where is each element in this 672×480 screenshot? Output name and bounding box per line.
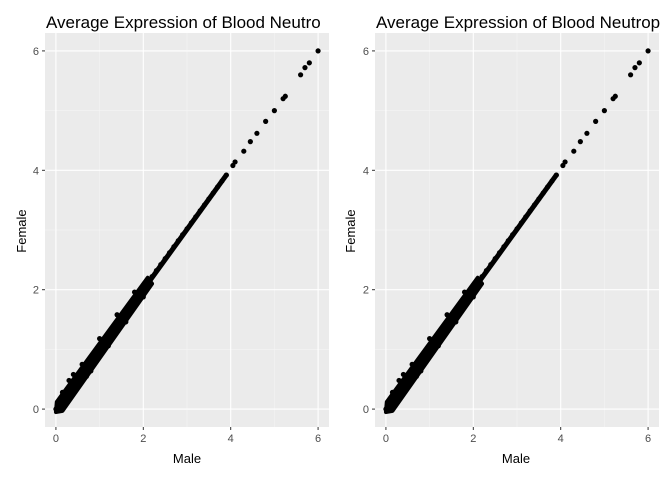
x-tick-label: 6 bbox=[315, 433, 321, 445]
chart-title: Average Expression of Blood Neutro bbox=[46, 13, 321, 32]
gridlines bbox=[375, 33, 659, 427]
y-tick-label: 0 bbox=[363, 404, 369, 416]
y-tick-label: 6 bbox=[33, 46, 39, 58]
y-tick-label: 2 bbox=[363, 285, 369, 297]
data-point bbox=[562, 159, 568, 165]
data-point bbox=[584, 130, 590, 136]
data-point bbox=[282, 93, 288, 99]
x-tick-label: 0 bbox=[383, 433, 389, 445]
data-point bbox=[632, 65, 638, 71]
data-point bbox=[601, 108, 607, 114]
x-tick-label: 6 bbox=[645, 433, 651, 445]
data-point bbox=[593, 118, 599, 124]
y-tick-label: 4 bbox=[33, 165, 39, 177]
data-point bbox=[315, 48, 321, 54]
chart-title: Average Expression of Blood Neutrop bbox=[376, 13, 660, 32]
data-points bbox=[383, 48, 651, 415]
x-tick-label: 4 bbox=[558, 433, 564, 445]
data-point bbox=[636, 60, 642, 66]
data-point bbox=[612, 93, 618, 99]
y-axis-title: Female bbox=[14, 209, 29, 252]
data-point bbox=[577, 139, 583, 145]
y-tick-label: 0 bbox=[33, 404, 39, 416]
x-tick-label: 2 bbox=[470, 433, 476, 445]
data-point bbox=[241, 148, 247, 154]
dense-point-line bbox=[470, 172, 559, 293]
gridlines bbox=[45, 33, 329, 427]
data-point bbox=[571, 148, 577, 154]
chart-panel-right: Male Female 0 2 4 6 0 2 4 6 Average Expression o… bbox=[343, 13, 660, 466]
x-axis-title: Male bbox=[173, 451, 201, 466]
x-axis-title: Male bbox=[502, 451, 530, 466]
dense-point-line bbox=[140, 172, 229, 293]
data-point bbox=[263, 118, 269, 124]
y-tick-label: 6 bbox=[363, 46, 369, 58]
data-point bbox=[232, 159, 238, 165]
data-point bbox=[247, 139, 253, 145]
y-tick-label: 4 bbox=[363, 165, 369, 177]
data-point bbox=[271, 108, 277, 114]
data-point bbox=[298, 72, 304, 78]
y-tick-label: 2 bbox=[33, 285, 39, 297]
data-point bbox=[302, 65, 308, 71]
data-point bbox=[628, 72, 634, 78]
data-point bbox=[254, 130, 260, 136]
y-axis-title: Female bbox=[343, 209, 358, 252]
chart-panel-left: Male Female 0 2 4 6 0 2 4 6 Average Expression o… bbox=[14, 13, 329, 466]
data-point bbox=[306, 60, 312, 66]
x-tick-label: 2 bbox=[140, 433, 146, 445]
x-tick-label: 4 bbox=[228, 433, 234, 445]
data-point bbox=[645, 48, 651, 54]
x-tick-label: 0 bbox=[53, 433, 59, 445]
data-points bbox=[53, 48, 321, 415]
